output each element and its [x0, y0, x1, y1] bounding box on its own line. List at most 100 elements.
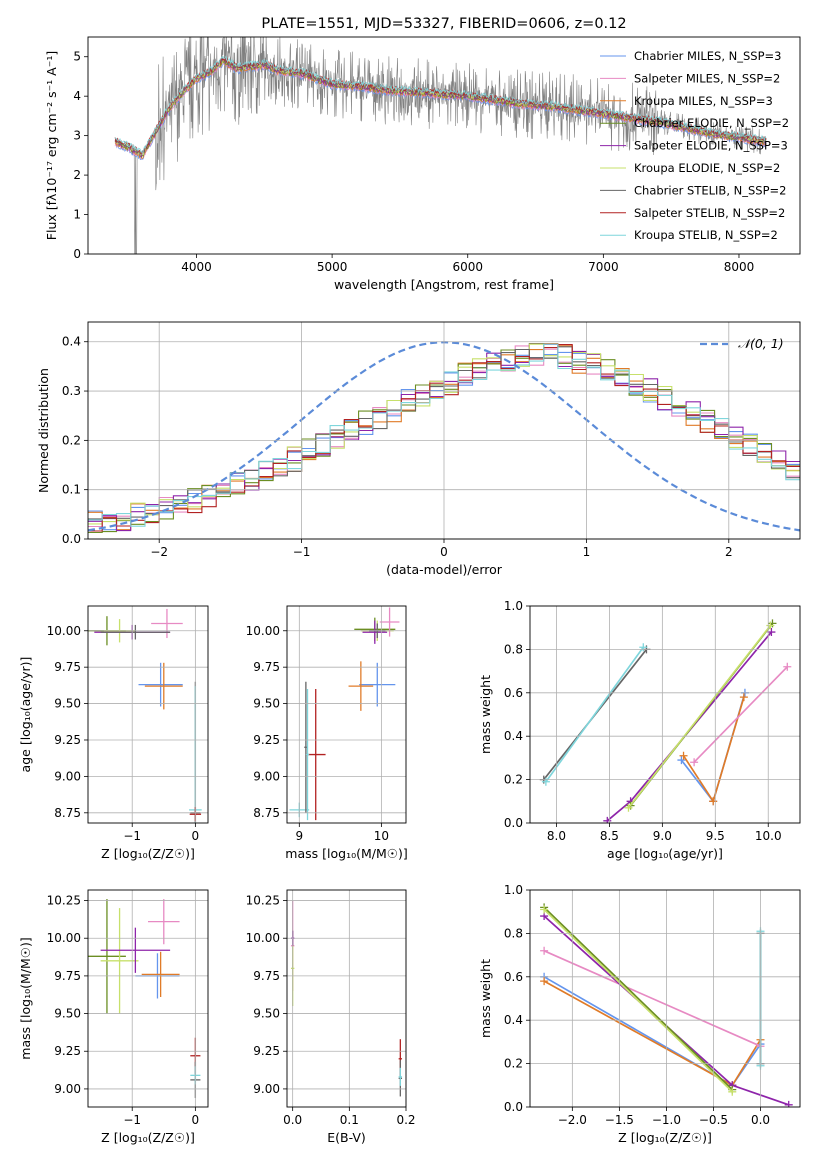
weight-line: [627, 624, 772, 809]
y-tick-label: 0.4: [62, 335, 81, 349]
panel-mass-vs-z: −1 0 9.00 9.25 9.50 9.75 10.00 10.25 Z [log₁₀(Z/…: [18, 889, 209, 1145]
weight-marker: [540, 905, 549, 914]
weight-line: [543, 906, 733, 1091]
weight-marker: [728, 1087, 737, 1096]
chart-title: PLATE=1551, MJD=53327, FIBERID=0606, z=0…: [261, 16, 626, 32]
y-tick-label: 0.8: [504, 642, 523, 656]
y-tick-label: 0.2: [504, 773, 523, 787]
y-tick-label: 9.00: [54, 1082, 81, 1096]
x-tick-label: 8.0: [547, 829, 566, 843]
x-tick-label: 8000: [724, 260, 755, 274]
y-tick-label: 0.2: [62, 433, 81, 447]
y-tick-label: 9.50: [253, 1007, 280, 1021]
x-axis-label: age [log₁₀(age/yr)]: [607, 846, 723, 861]
x-tick-label: 0.0: [751, 1113, 770, 1127]
y-tick-label: 0.0: [504, 816, 523, 830]
weight-marker: [540, 977, 549, 986]
y-axis-label: mass weight: [478, 959, 493, 1038]
x-tick-label: 9: [295, 829, 303, 843]
x-tick-label: 0: [440, 545, 448, 559]
axes-frame: [529, 605, 801, 824]
weight-line: [545, 646, 644, 783]
legend-label: Kroupa STELIB, N_SSP=2: [634, 228, 778, 242]
legend-label: Salpeter STELIB, N_SSP=2: [634, 206, 785, 220]
y-tick-label: 9.00: [54, 769, 81, 783]
y-tick-label: 0.6: [504, 970, 523, 984]
legend: 𝒩(0, 1): [700, 336, 784, 351]
plot-area: [289, 607, 400, 821]
y-tick-label: 10.25: [47, 894, 81, 908]
panel-residuals: −2 −1 0 1 2 0.0 0.1 0.2 0.3 0.4 (data-model)/error…: [36, 321, 801, 577]
weight-marker: [624, 803, 633, 812]
panel-mass-vs-ebv: 0.0 0.1 0.2 9.00 9.25 9.50 9.75 10.00 10.25 E(B-V…: [246, 889, 416, 1145]
x-tick-label: −0.5: [699, 1113, 728, 1127]
weight-marker: [639, 643, 648, 652]
y-tick-label: 10.00: [47, 931, 81, 945]
weight-marker: [677, 756, 686, 765]
x-tick-label: 10.0: [755, 829, 782, 843]
weight-marker: [603, 816, 612, 823]
panel-spectrum: 4000 5000 6000 7000 8000 0 1 2 3 4 5 wavelength [An…: [44, 16, 801, 292]
weight-marker: [783, 662, 792, 671]
weight-line: [693, 666, 788, 763]
x-axis-label: Z [log₁₀(Z/Z☉)]: [101, 846, 195, 861]
x-axis-label: mass [log₁₀(M/M☉)]: [285, 846, 407, 861]
weight-marker: [541, 777, 550, 786]
x-tick-label: −1: [123, 1113, 141, 1127]
panel-weight-vs-z: −2.0 −1.5 −1.0 −0.5 0.0 0.0 0.2 0.4 0.6 0.8 1.0 Z […: [478, 883, 801, 1145]
weight-line: [682, 696, 745, 804]
x-tick-label: 0.1: [340, 1113, 359, 1127]
x-tick-label: 4000: [181, 260, 212, 274]
y-tick-label: 9.50: [253, 697, 280, 711]
legend-label: 𝒩(0, 1): [738, 336, 784, 351]
weight-marker: [739, 693, 748, 702]
legend-label: Salpeter ELODIE, N_SSP=3: [634, 139, 788, 153]
weight-marker: [690, 758, 699, 767]
x-axis-label: (data-model)/error: [386, 562, 503, 577]
y-tick-label: 9.00: [253, 1082, 280, 1096]
x-tick-label: 9.0: [653, 829, 672, 843]
y-tick-label: 0.8: [504, 926, 523, 940]
y-tick-label: 9.75: [253, 969, 280, 983]
model-spectrum: [114, 55, 767, 154]
y-tick-label: 9.25: [54, 1044, 81, 1058]
y-tick-label: 10.25: [246, 894, 280, 908]
weight-marker: [709, 797, 718, 806]
panel-age-vs-mass: 9 10 8.75 9.00 9.25 9.50 9.75 10.00 mass [log₁₀(…: [246, 605, 408, 861]
x-tick-label: 9.5: [706, 829, 725, 843]
axes-frame: [529, 889, 801, 1108]
y-tick-label: 3: [73, 129, 81, 143]
axes-frame: [87, 321, 801, 540]
legend-label: Salpeter MILES, N_SSP=2: [634, 71, 780, 85]
y-tick-label: 0.1: [62, 483, 81, 497]
plot-area: [88, 899, 201, 1098]
y-tick-label: 9.50: [54, 697, 81, 711]
y-tick-label: 0.4: [504, 729, 523, 743]
x-tick-label: 6000: [452, 260, 483, 274]
weight-line: [680, 692, 746, 804]
y-tick-label: 0.0: [504, 1100, 523, 1114]
y-tick-label: 10.00: [47, 624, 81, 638]
x-tick-label: 0: [192, 1113, 200, 1127]
x-tick-label: −1: [293, 545, 311, 559]
weight-marker: [784, 1100, 793, 1107]
y-tick-label: 0.4: [504, 1013, 523, 1027]
legend-label: Kroupa MILES, N_SSP=3: [634, 94, 773, 108]
axes-frame: [286, 889, 407, 1108]
y-axis-label: Flux [fλ10⁻¹⁷ erg cm⁻² s⁻¹ A⁻¹]: [44, 51, 59, 240]
x-axis-label: Z [log₁₀(Z/Z☉)]: [618, 1130, 712, 1145]
y-tick-label: 10.00: [246, 931, 280, 945]
y-tick-label: 9.25: [253, 1044, 280, 1058]
weight-marker: [540, 946, 549, 955]
x-tick-label: 1: [583, 545, 591, 559]
y-tick-label: 9.25: [54, 733, 81, 747]
plot-area: [114, 37, 767, 254]
x-tick-label: 5000: [317, 260, 348, 274]
y-tick-label: 0.3: [62, 384, 81, 398]
x-tick-label: 0.0: [283, 1113, 302, 1127]
x-tick-label: 2: [725, 545, 733, 559]
x-tick-label: 7000: [588, 260, 619, 274]
x-tick-label: 0: [192, 829, 200, 843]
legend: Chabrier MILES, N_SSP=3 Salpeter MILES, N…: [600, 49, 789, 242]
